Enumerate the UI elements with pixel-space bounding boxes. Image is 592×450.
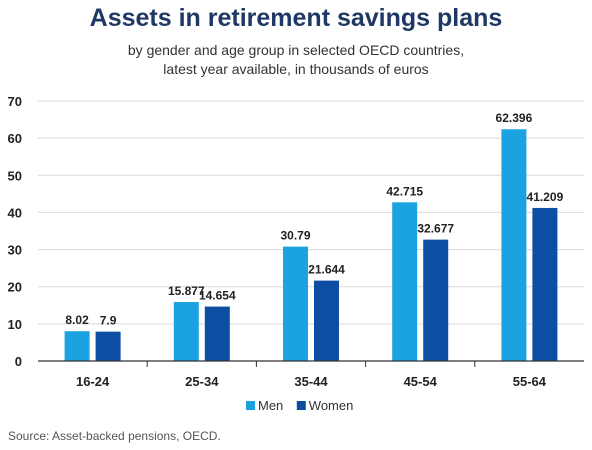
chart-title: Assets in retirement savings plans	[89, 4, 503, 32]
y-tick-label: 30	[8, 243, 22, 258]
data-label: 42.715	[386, 184, 423, 198]
y-axis: 0 10 20 30 40 50 60 70	[8, 94, 22, 369]
x-tick-label: 55-64	[513, 374, 547, 389]
legend: Men Women	[246, 398, 353, 413]
bar-men-35-44	[283, 246, 308, 361]
y-tick-label: 50	[8, 168, 22, 183]
bar-women-35-44	[314, 280, 339, 361]
data-label: 8.02	[65, 313, 89, 327]
data-label: 30.79	[280, 229, 310, 243]
data-label: 32.677	[417, 222, 454, 236]
x-axis: 16-24 25-34 35-44 45-54 55-64	[38, 360, 584, 389]
bar-women-55-64	[532, 207, 558, 361]
x-tick-label: 35-44	[294, 374, 328, 389]
y-tick-label: 0	[15, 354, 22, 369]
data-label: 41.209	[527, 190, 564, 204]
legend-label-women: Women	[309, 398, 354, 413]
legend-swatch-men	[246, 401, 255, 410]
y-tick-label: 10	[8, 317, 22, 332]
subtitle-line-2: latest year available, in thousands of e…	[163, 61, 429, 77]
bar-men-25-34	[173, 302, 199, 361]
data-label: 15.877	[168, 284, 205, 298]
x-tick-label: 25-34	[185, 374, 219, 389]
source-note: Source: Asset-backed pensions, OECD.	[8, 429, 221, 443]
bar-women-16-24	[95, 331, 121, 361]
y-tick-label: 40	[8, 205, 22, 220]
y-tick-label: 60	[8, 131, 22, 146]
data-label: 7.9	[100, 314, 117, 328]
x-tick-label: 45-54	[404, 374, 438, 389]
gridlines	[38, 100, 584, 325]
bar-men-55-64	[501, 129, 527, 361]
data-label: 62.396	[496, 111, 533, 125]
data-label: 21.644	[308, 263, 345, 277]
data-label: 14.654	[199, 289, 236, 303]
bar-men-16-24	[64, 331, 90, 361]
legend-swatch-women	[296, 401, 306, 410]
y-tick-label: 20	[8, 280, 22, 295]
bar-women-25-34	[204, 306, 230, 361]
chart-subtitle: by gender and age group in selected OECD…	[0, 41, 592, 79]
y-tick-label: 70	[8, 94, 22, 109]
subtitle-line-1: by gender and age group in selected OECD…	[127, 42, 465, 58]
bar-women-45-54	[423, 239, 449, 361]
legend-label-men: Men	[258, 398, 283, 413]
bar-men-45-54	[392, 202, 418, 361]
x-tick-label: 16-24	[76, 374, 110, 389]
